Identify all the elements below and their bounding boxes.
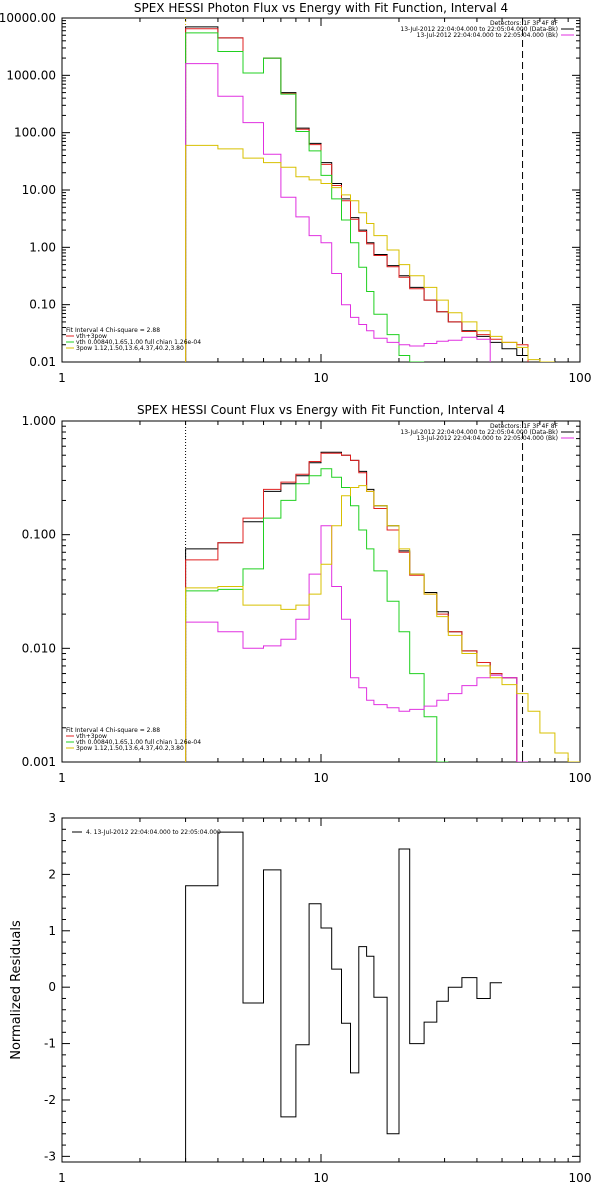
x-tick-label: 100 xyxy=(569,771,592,785)
y-axis: 3 2 1 0 -1 -2 -3 xyxy=(44,811,580,1163)
chart-title: SPEX HESSI Count Flux vs Energy with Fit… xyxy=(137,403,505,417)
chart-2: SPEX HESSI Count Flux vs Energy with Fit… xyxy=(22,403,592,785)
y-axis: 10000.00 1000.00 100.00 10.00 1.00 0.10 0.01 xyxy=(0,11,580,369)
y-tick-label: 2 xyxy=(48,867,56,881)
y-tick-label: 1.000 xyxy=(22,414,56,428)
y-tick-label: 0.10 xyxy=(29,298,56,312)
x-tick-label: 1 xyxy=(58,771,66,785)
x-tick-label: 10 xyxy=(313,771,328,785)
x-tick-label: 10 xyxy=(313,1171,328,1185)
legend-entry: 3pow 1.12,1.50,13.6,4.37,40.2,3.80 xyxy=(76,745,184,752)
legend-entry: vth+3pow xyxy=(76,333,107,340)
y-tick-label: -3 xyxy=(44,1149,56,1163)
series-line-4 xyxy=(185,63,491,362)
legend-entry: vth 0.00840,1.65,1.00 full chian 1.26e-0… xyxy=(76,339,201,346)
chart-1: SPEX HESSI Photon Flux vs Energy with Fi… xyxy=(0,1,591,385)
info-line: Detectors: 1F 3F 4F 8F xyxy=(490,20,559,27)
chart-title: SPEX HESSI Photon Flux vs Energy with Fi… xyxy=(134,1,508,15)
legend-title: Fit Interval 4 Chi-square = 2.88 xyxy=(66,727,160,734)
series-group xyxy=(185,26,555,362)
legend-entry: vth 0.00840,1.65,1.00 full chian 1.26e-0… xyxy=(76,739,201,746)
series-line-2 xyxy=(185,452,518,762)
series-line-1 xyxy=(185,451,518,762)
legend-entry: 4. 13-Jul-2012 22:04:04.000 to 22:05:04.… xyxy=(86,829,221,836)
y-tick-label: 1.00 xyxy=(29,240,56,254)
series-group xyxy=(185,451,580,762)
y-tick-label: 3 xyxy=(48,811,56,825)
x-axis: 1 10 100 xyxy=(58,18,591,385)
series-line-5 xyxy=(185,485,580,762)
y-tick-label: 0 xyxy=(48,980,56,994)
y-tick-label: 0.01 xyxy=(29,355,56,369)
info-line: 13-Jul-2012 22:04:04.000 to 22:05:04.000… xyxy=(400,429,558,436)
plot-frame xyxy=(61,17,581,363)
series-line-3 xyxy=(185,32,425,362)
legend-entry: 3pow 1.12,1.50,13.6,4.37,40.2,3.80 xyxy=(76,345,184,352)
series-line-5 xyxy=(185,144,555,362)
x-tick-label: 100 xyxy=(569,1171,592,1185)
series-group xyxy=(185,831,502,1162)
y-tick-label: 10000.00 xyxy=(0,11,56,25)
plot-frame xyxy=(61,817,581,1163)
y-tick-label: 0.001 xyxy=(22,755,56,769)
y-tick-label: 100.00 xyxy=(14,126,56,140)
info-line: Detectors: 1F 3F 4F 8F xyxy=(490,423,559,430)
y-tick-label: 1000.00 xyxy=(6,68,56,82)
y-tick-label: 0.010 xyxy=(22,641,56,655)
x-axis: 1 10 100 xyxy=(58,818,591,1185)
info-line: 13-Jul-2012 22:04:04.000 to 22:05:04.000… xyxy=(417,32,558,39)
x-tick-label: 1 xyxy=(58,371,66,385)
y-axis: 1.000 0.100 0.010 0.001 xyxy=(22,414,580,769)
x-tick-label: 100 xyxy=(569,371,592,385)
y-axis-label: Normalized Residuals xyxy=(9,920,24,1060)
y-tick-label: 1 xyxy=(48,924,56,938)
series-line-4 xyxy=(185,525,528,762)
x-tick-label: 10 xyxy=(313,371,328,385)
legend-entry: vth+3pow xyxy=(76,733,107,740)
series-line-2 xyxy=(185,28,529,362)
legend-title: Fit Interval 4 Chi-square = 2.88 xyxy=(66,327,160,334)
info-line: 13-Jul-2012 22:04:04.000 to 22:05:04.000… xyxy=(417,435,558,442)
x-tick-label: 1 xyxy=(58,1171,66,1185)
y-tick-label: -1 xyxy=(44,1037,56,1051)
y-tick-label: 10.00 xyxy=(22,183,56,197)
series-line-1 xyxy=(185,831,502,1162)
series-line-1 xyxy=(185,26,529,362)
x-axis: 1 10 100 xyxy=(58,421,591,785)
series-line-3 xyxy=(185,468,449,762)
info-line: 13-Jul-2012 22:04:04.000 to 22:05:04.000… xyxy=(400,26,558,33)
y-tick-label: -2 xyxy=(44,1093,56,1107)
y-tick-label: 0.100 xyxy=(22,528,56,542)
